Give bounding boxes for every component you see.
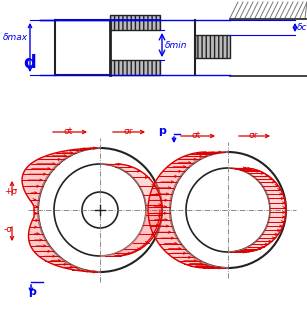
Text: δc: δc bbox=[297, 23, 307, 32]
Bar bbox=[195, 35, 230, 58]
Text: δmin: δmin bbox=[165, 41, 188, 49]
Text: σt: σt bbox=[63, 127, 73, 137]
Polygon shape bbox=[22, 148, 100, 210]
Bar bbox=[110, 60, 160, 75]
Polygon shape bbox=[100, 210, 160, 256]
Text: d: d bbox=[24, 53, 36, 72]
Polygon shape bbox=[100, 164, 162, 256]
Text: δmax: δmax bbox=[3, 33, 28, 42]
Text: σr: σr bbox=[248, 131, 258, 141]
Text: σt: σt bbox=[191, 131, 201, 141]
Text: +σ: +σ bbox=[4, 187, 17, 196]
Polygon shape bbox=[148, 152, 228, 268]
Polygon shape bbox=[228, 168, 286, 252]
Text: -σ: -σ bbox=[4, 225, 13, 235]
Polygon shape bbox=[29, 210, 100, 272]
Text: p: p bbox=[158, 126, 166, 136]
Text: σr: σr bbox=[123, 127, 133, 137]
Text: p: p bbox=[28, 287, 36, 297]
Bar bbox=[110, 15, 160, 30]
